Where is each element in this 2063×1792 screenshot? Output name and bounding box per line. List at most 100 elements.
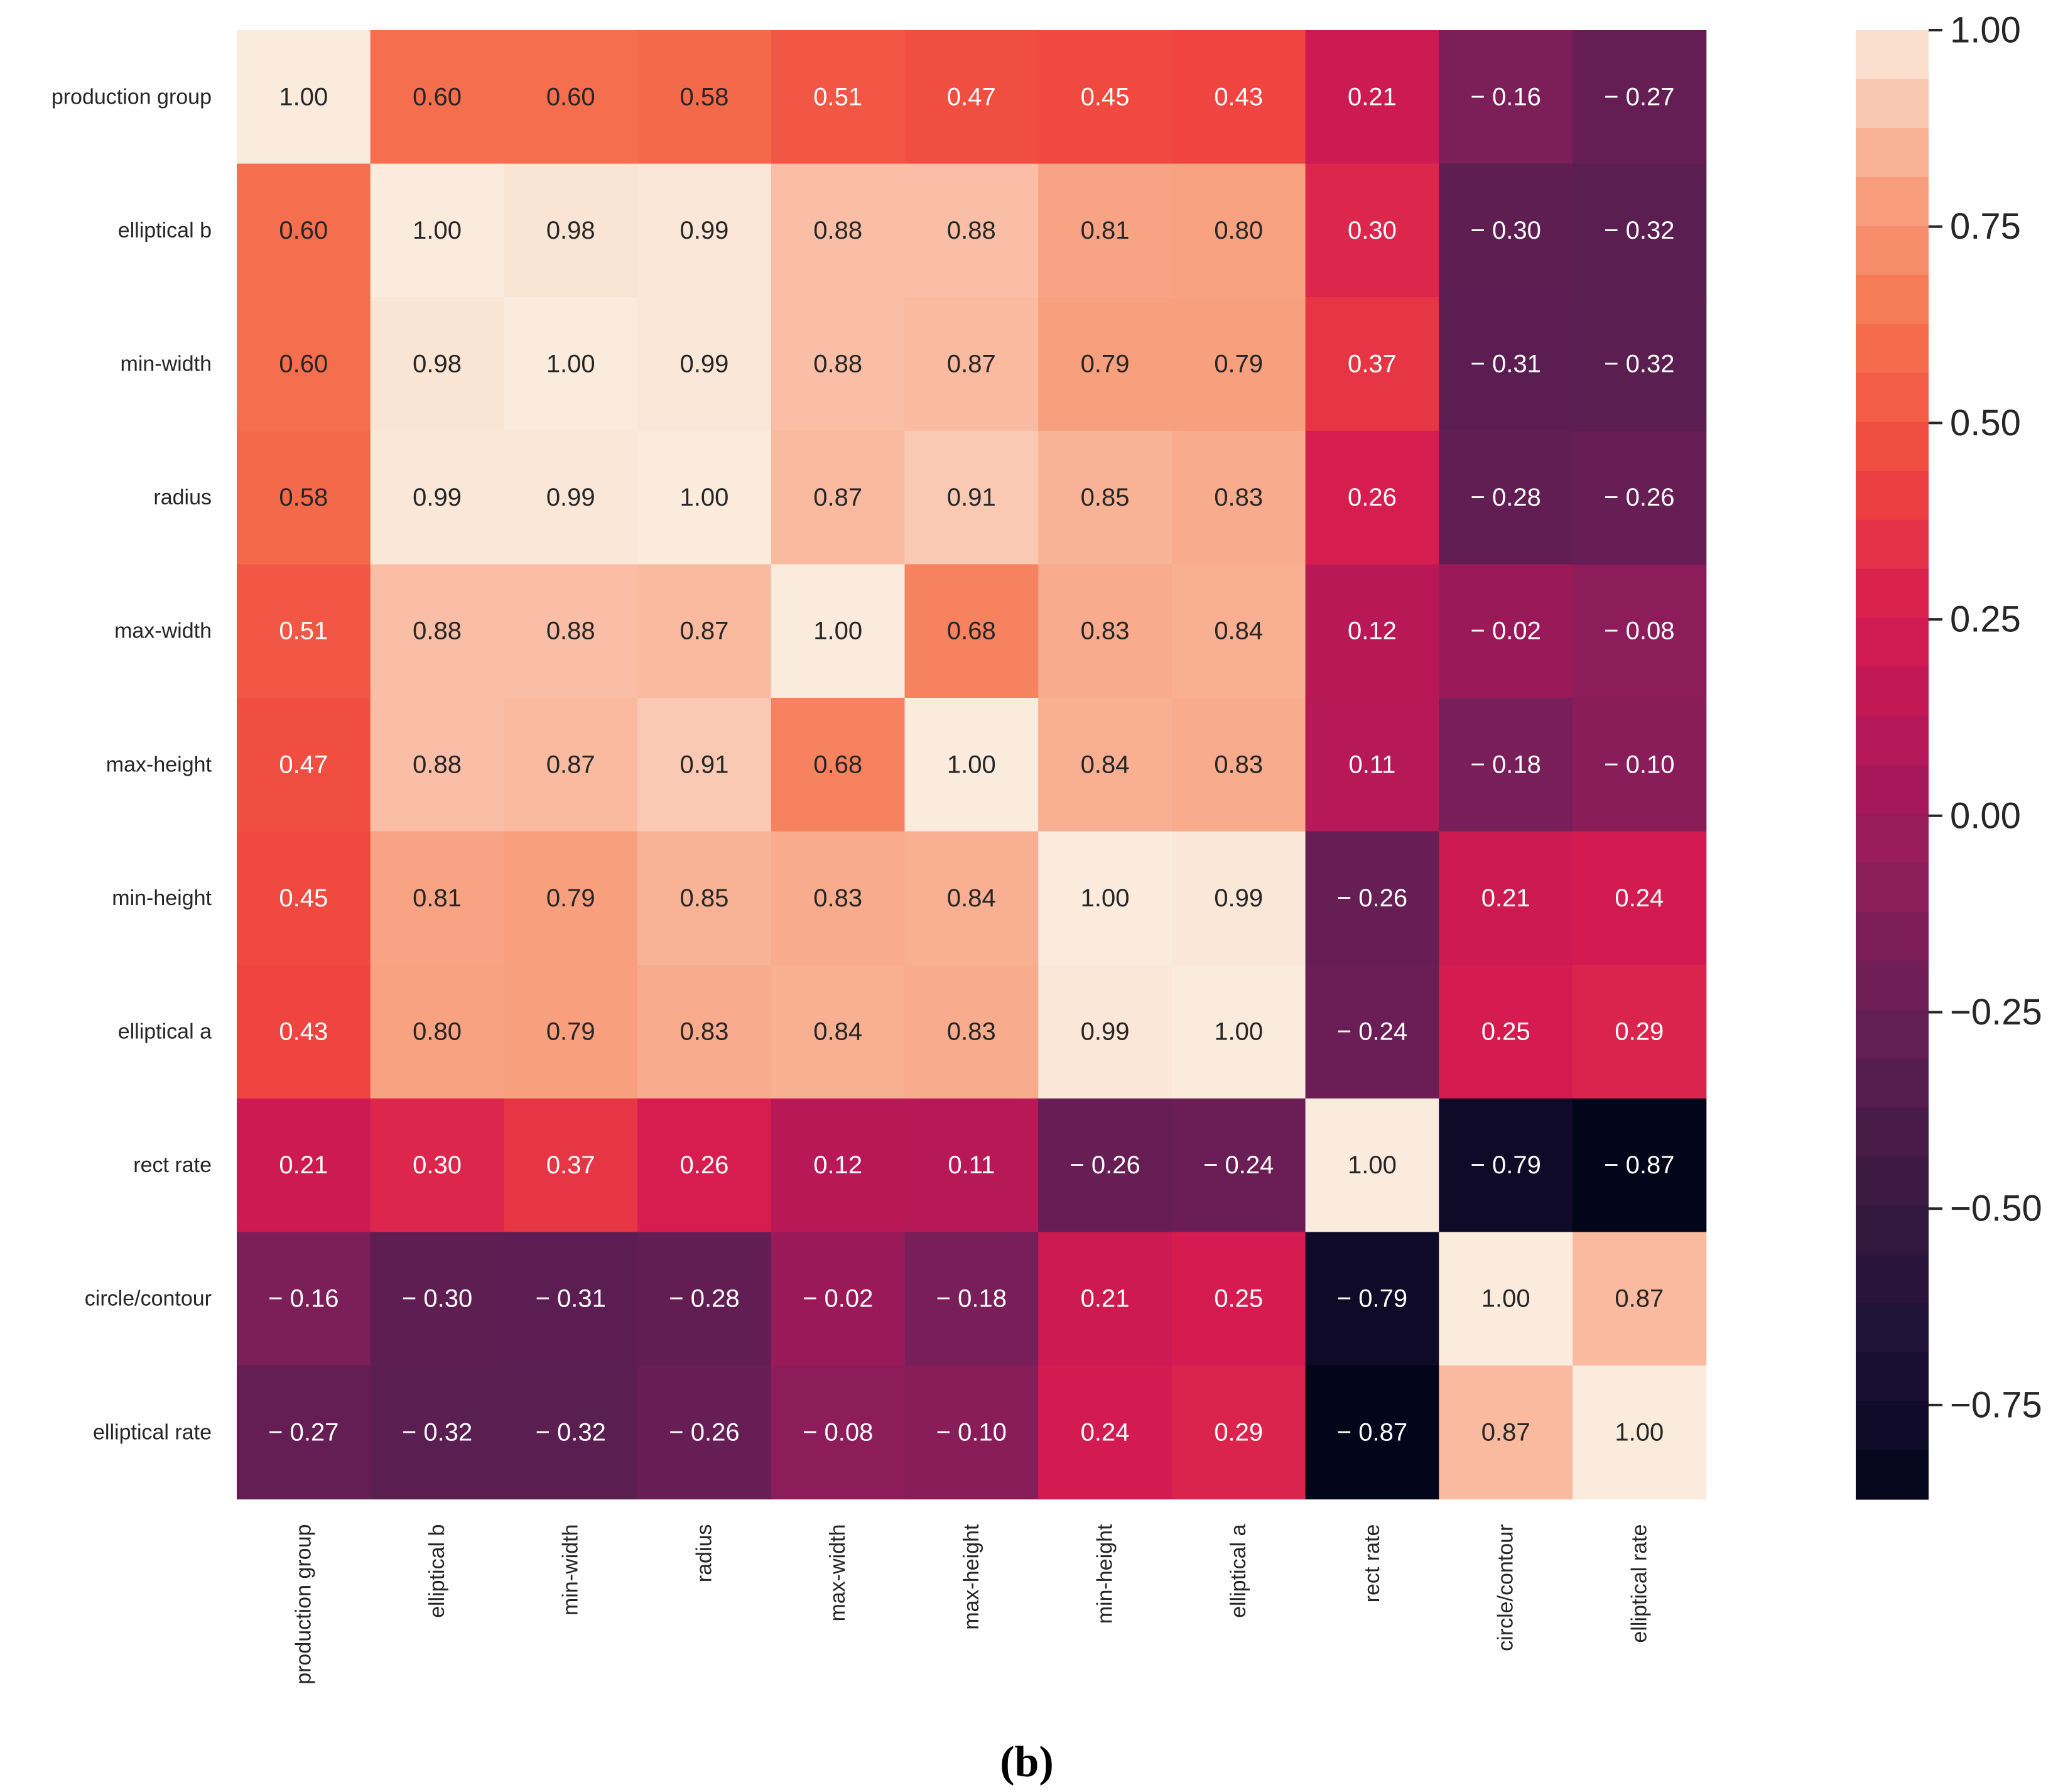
cell-value-label: 0.81 xyxy=(1081,217,1130,244)
cell-value-label: 0.91 xyxy=(680,751,729,778)
colorbar-band xyxy=(1856,1058,1929,1108)
colorbar-band xyxy=(1856,1009,1929,1059)
cell-value-label: 0.60 xyxy=(413,83,462,111)
colorbar-band xyxy=(1856,470,1929,521)
column-tick-label: elliptical a xyxy=(1226,1524,1250,1618)
heatmap-cell xyxy=(370,430,504,565)
heatmap-cell xyxy=(1171,1098,1306,1232)
cell-value-label: − 0.27 xyxy=(268,1418,338,1446)
colorbar-band xyxy=(1856,323,1929,374)
heatmap-cell xyxy=(771,430,906,565)
cell-value-label: 0.83 xyxy=(1081,617,1130,645)
cell-value-label: 0.88 xyxy=(813,350,862,378)
heatmap-cell xyxy=(1305,831,1439,965)
cell-value-label: − 0.26 xyxy=(669,1418,739,1446)
row-tick-label: rect rate xyxy=(133,1153,212,1177)
cell-value-label: 0.45 xyxy=(279,884,328,912)
heatmap-cell xyxy=(1573,831,1707,965)
heatmap-cell xyxy=(771,831,906,965)
colorbar-band xyxy=(1856,274,1929,325)
cell-value-label: 1.00 xyxy=(546,350,595,378)
colorbar-band xyxy=(1856,176,1929,227)
heatmap-cell xyxy=(904,163,1039,298)
heatmap-cell xyxy=(370,1232,504,1366)
colorbar-tick-label: 0.00 xyxy=(1950,795,2021,836)
cell-value-label: 0.11 xyxy=(948,1151,995,1179)
cell-value-label: − 0.87 xyxy=(1337,1418,1407,1446)
cell-value-label: 0.80 xyxy=(413,1018,462,1046)
cell-value-label: 0.30 xyxy=(413,1151,462,1179)
cell-value-label: 0.79 xyxy=(546,884,595,912)
heatmap-cell xyxy=(771,564,906,698)
cell-value-label: − 0.18 xyxy=(1470,751,1540,778)
cell-value-label: 1.00 xyxy=(1214,1018,1263,1046)
colorbar-band xyxy=(1856,421,1929,472)
column-tick-label: rect rate xyxy=(1360,1524,1384,1603)
column-tick-label: circle/contour xyxy=(1494,1524,1518,1651)
cell-value-label: 0.37 xyxy=(546,1151,595,1179)
heatmap-cell xyxy=(771,1098,906,1232)
heatmap-cell xyxy=(904,831,1039,965)
heatmap-cell xyxy=(1573,1366,1707,1500)
cell-value-label: 0.79 xyxy=(546,1018,595,1046)
heatmap-cell xyxy=(504,564,638,698)
cell-value-label: − 0.10 xyxy=(1604,751,1674,778)
colorbar-band xyxy=(1856,911,1929,961)
colorbar-tick-label: 1.00 xyxy=(1950,10,2021,51)
colorbar-band xyxy=(1856,30,1929,80)
colorbar-tick-label: 0.50 xyxy=(1950,403,2021,443)
heatmap-cell xyxy=(1171,564,1306,698)
heatmap-cell xyxy=(1038,30,1172,165)
row-tick-label: elliptical rate xyxy=(93,1420,212,1444)
column-tick-label: elliptical b xyxy=(425,1524,449,1618)
cell-value-label: 1.00 xyxy=(279,83,328,111)
cell-value-label: − 0.32 xyxy=(402,1418,472,1446)
cell-value-label: 0.99 xyxy=(1214,884,1263,912)
heatmap-cell xyxy=(637,698,772,832)
heatmap-cell xyxy=(237,698,371,832)
cell-value-label: 0.79 xyxy=(1214,350,1263,378)
colorbar-band xyxy=(1856,764,1929,815)
heatmap-cell xyxy=(1038,1098,1172,1232)
cell-value-label: 0.21 xyxy=(1081,1285,1130,1313)
cell-value-label: − 0.18 xyxy=(936,1285,1007,1313)
column-tick-label: production group xyxy=(291,1524,315,1685)
colorbar-band xyxy=(1856,1254,1929,1304)
cell-value-label: 0.60 xyxy=(279,217,328,244)
heatmap-cell xyxy=(370,831,504,965)
row-tick-label: radius xyxy=(153,486,212,509)
cell-value-label: 0.60 xyxy=(279,350,328,378)
cell-value-label: 1.00 xyxy=(1348,1151,1397,1179)
heatmap-cell xyxy=(237,30,371,165)
colorbar-band xyxy=(1856,960,1929,1010)
heatmap-cell xyxy=(1439,163,1573,298)
cell-value-label: − 0.24 xyxy=(1337,1018,1407,1046)
heatmap-cell xyxy=(1038,831,1172,965)
colorbar-band xyxy=(1856,617,1929,668)
cell-value-label: − 0.27 xyxy=(1604,83,1674,111)
row-tick-label: min-width xyxy=(121,352,212,376)
heatmap-cell xyxy=(1171,30,1306,165)
cell-value-label: 0.84 xyxy=(947,884,996,912)
row-tick-label: production group xyxy=(51,85,212,109)
heatmap-cell xyxy=(1439,698,1573,832)
cell-value-label: 0.83 xyxy=(813,884,862,912)
heatmap-cell xyxy=(1439,430,1573,565)
heatmap-cell xyxy=(771,163,906,298)
heatmap-cell xyxy=(237,1366,371,1500)
cell-value-label: 0.87 xyxy=(546,751,595,778)
cell-value-label: 0.47 xyxy=(279,751,328,778)
cell-value-label: − 0.79 xyxy=(1337,1285,1407,1313)
cell-value-label: 0.99 xyxy=(680,350,729,378)
heatmap-cell xyxy=(1573,430,1707,565)
heatmap-cell xyxy=(237,831,371,965)
cell-value-label: − 0.26 xyxy=(1337,884,1407,912)
heatmap-cell xyxy=(1305,1366,1439,1500)
cell-value-label: 0.81 xyxy=(413,884,462,912)
cell-value-label: 0.21 xyxy=(1348,83,1397,111)
heatmap-cell xyxy=(1171,163,1306,298)
cell-value-label: − 0.16 xyxy=(1470,83,1540,111)
heatmap-cell xyxy=(237,1098,371,1232)
cell-value-label: 0.29 xyxy=(1615,1018,1664,1046)
colorbar-band xyxy=(1856,1205,1929,1255)
